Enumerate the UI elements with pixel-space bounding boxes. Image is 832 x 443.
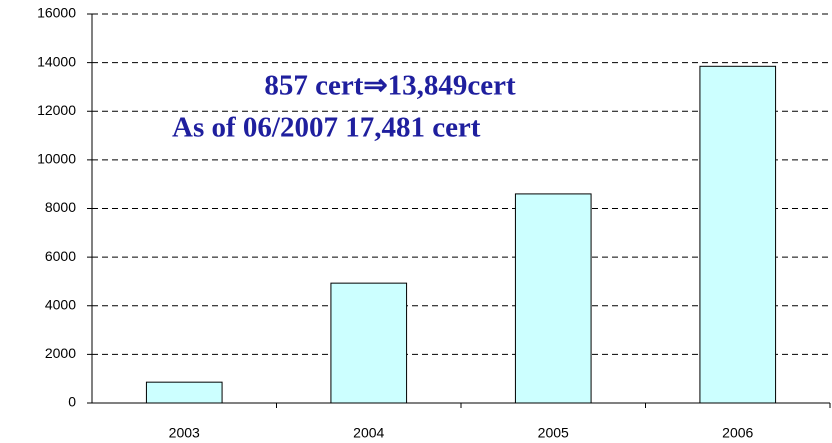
bar (514, 193, 592, 404)
bar (330, 282, 408, 404)
annotation: As of 06/2007 17,481 cert (172, 112, 481, 144)
y-tick-label: 4000 (45, 296, 76, 312)
y-tick-label: 10000 (37, 151, 76, 167)
x-tick-label: 2005 (538, 425, 569, 441)
y-tick-label: 14000 (37, 53, 76, 69)
x-tick-label: 2006 (722, 425, 753, 441)
bar (145, 381, 223, 404)
y-tick-label: 8000 (45, 199, 76, 215)
y-tick-label: 6000 (45, 248, 76, 264)
x-tick-label: 2004 (353, 425, 384, 441)
x-tick-label: 2003 (169, 425, 200, 441)
y-tick-label: 16000 (37, 5, 76, 21)
bar (699, 65, 777, 404)
y-tick-label: 0 (68, 394, 76, 410)
y-tick-label: 12000 (37, 102, 76, 118)
annotation: 857 cert⇒13,849cert (264, 70, 516, 102)
y-tick-label: 2000 (45, 345, 76, 361)
